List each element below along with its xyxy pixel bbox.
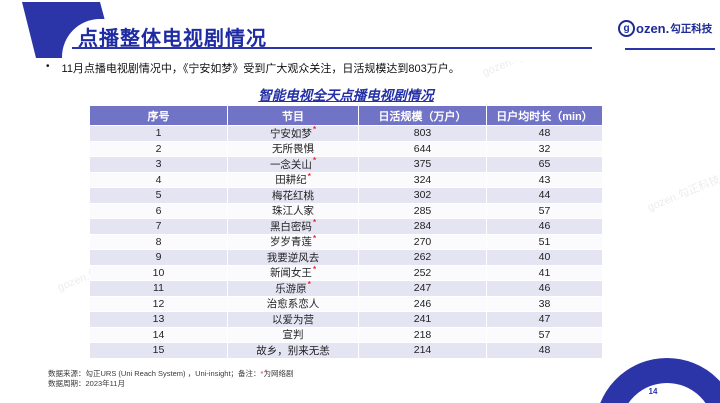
dau-cell: 241 <box>359 312 486 327</box>
duration-cell: 65 <box>487 157 602 172</box>
program-cell: 乐游原 * <box>228 281 358 296</box>
duration-cell: 47 <box>487 312 602 327</box>
duration-cell: 48 <box>487 343 602 358</box>
web-drama-asterisk: * <box>312 125 317 135</box>
duration-cell: 41 <box>487 265 602 280</box>
rank-cell: 8 <box>90 234 227 249</box>
dau-cell: 285 <box>359 203 486 218</box>
duration-cell: 44 <box>487 188 602 203</box>
program-cell: 宁安如梦 * <box>228 126 358 141</box>
duration-cell: 38 <box>487 296 602 311</box>
program-cell: 以爱为营 <box>228 312 358 327</box>
brand-logo: g ozen. 勾正科技 <box>618 20 712 37</box>
rank-cell: 6 <box>90 203 227 218</box>
data-period-line: 数据周期：2023年11月 <box>48 379 125 388</box>
duration-cell: 57 <box>487 327 602 342</box>
web-drama-asterisk: * <box>312 156 317 166</box>
rank-cell: 2 <box>90 141 227 156</box>
rank-cell: 7 <box>90 219 227 234</box>
duration-cell: 57 <box>487 203 602 218</box>
dau-cell: 270 <box>359 234 486 249</box>
program-cell: 故乡，别来无恙 <box>228 343 358 358</box>
web-drama-asterisk: * <box>307 171 311 181</box>
dau-cell: 214 <box>359 343 486 358</box>
page-number: 14 <box>648 387 658 396</box>
programs-table: 序号 节目 日活规模（万户） 日户均时长（min） 1 宁安如梦 * 803 48 2 无所畏惧 64… <box>90 106 602 358</box>
rank-cell: 13 <box>90 312 227 327</box>
bullet-icon: • <box>46 61 50 72</box>
program-cell: 黑白密码 * <box>228 219 358 234</box>
watermark: gozen.勾正科技 <box>645 173 720 214</box>
program-cell: 梅花红桃 <box>228 188 358 203</box>
dau-cell: 324 <box>359 172 486 187</box>
column-header: 节目 <box>228 106 358 125</box>
logo-brand-cn: 勾正科技 <box>670 23 713 35</box>
rank-cell: 3 <box>90 157 227 172</box>
dau-cell: 284 <box>359 219 486 234</box>
title-card: 点播整体电视剧情况 <box>62 19 610 61</box>
program-cell: 珠江人家 <box>228 203 358 218</box>
web-drama-asterisk: * <box>312 218 317 228</box>
column-header: 序号 <box>90 106 227 125</box>
rank-cell: 5 <box>90 188 227 203</box>
page-title: 点播整体电视剧情况 <box>78 28 267 50</box>
dau-cell: 252 <box>359 265 486 280</box>
data-source-line: 数据来源：勾正URS (Uni Reach System) ，Uni-insig… <box>48 369 293 379</box>
summary-bullet: • 11月点播电视剧情况中，《宁安如梦》受到广大观众关注，日活规模达到803万户… <box>46 60 686 76</box>
program-cell: 无所畏惧 <box>228 141 358 156</box>
column-header: 日户均时长（min） <box>487 106 602 125</box>
duration-cell: 48 <box>487 126 602 141</box>
dau-cell: 246 <box>359 296 486 311</box>
rank-cell: 14 <box>90 327 227 342</box>
summary-text: 11月点播电视剧情况中，《宁安如梦》受到广大观众关注，日活规模达到803万户。 <box>61 63 460 75</box>
title-underline <box>72 47 592 49</box>
data-source-note: 为网络剧 <box>263 369 294 378</box>
duration-cell: 46 <box>487 219 602 234</box>
rank-cell: 1 <box>90 126 227 141</box>
rank-cell: 4 <box>90 172 227 187</box>
logo-brand-latin: ozen. <box>636 21 670 36</box>
corner-ring-decoration <box>595 358 720 403</box>
program-cell: 治愈系恋人 <box>228 296 358 311</box>
footer-notes: 数据来源：勾正URS (Uni Reach System) ，Uni-insig… <box>48 369 293 389</box>
dau-cell: 803 <box>359 126 486 141</box>
duration-cell: 32 <box>487 141 602 156</box>
duration-cell: 46 <box>487 281 602 296</box>
program-cell: 宣判 <box>228 327 358 342</box>
data-source-text: 数据来源：勾正URS (Uni Reach System) ，Uni-insig… <box>48 369 261 378</box>
table-title: 智能电视全天点播电视剧情况 <box>258 88 434 103</box>
rank-cell: 11 <box>90 281 227 296</box>
program-cell: 一念关山 * <box>228 157 358 172</box>
duration-cell: 51 <box>487 234 602 249</box>
rank-cell: 12 <box>90 296 227 311</box>
duration-cell: 40 <box>487 250 602 265</box>
dau-cell: 375 <box>359 157 486 172</box>
program-cell: 田耕纪 * <box>228 171 358 187</box>
program-cell: 我要逆风去 <box>228 250 358 265</box>
column-header: 日活规模（万户） <box>359 106 486 125</box>
rank-cell: 9 <box>90 250 227 265</box>
web-drama-asterisk: * <box>312 264 317 274</box>
web-drama-asterisk: * <box>312 233 317 243</box>
rank-cell: 15 <box>90 343 227 358</box>
logo-underline <box>625 48 715 50</box>
web-drama-asterisk: * <box>260 369 264 378</box>
logo-g-icon: g <box>618 20 635 37</box>
dau-cell: 247 <box>359 281 486 296</box>
dau-cell: 218 <box>359 327 486 342</box>
duration-cell: 43 <box>487 172 602 187</box>
program-cell: 岁岁青莲 * <box>228 233 358 249</box>
dau-cell: 262 <box>359 250 486 265</box>
rank-cell: 10 <box>90 265 227 280</box>
program-cell: 新闻女王 * <box>228 264 358 280</box>
dau-cell: 302 <box>359 188 486 203</box>
web-drama-asterisk: * <box>307 280 311 290</box>
dau-cell: 644 <box>359 141 486 156</box>
